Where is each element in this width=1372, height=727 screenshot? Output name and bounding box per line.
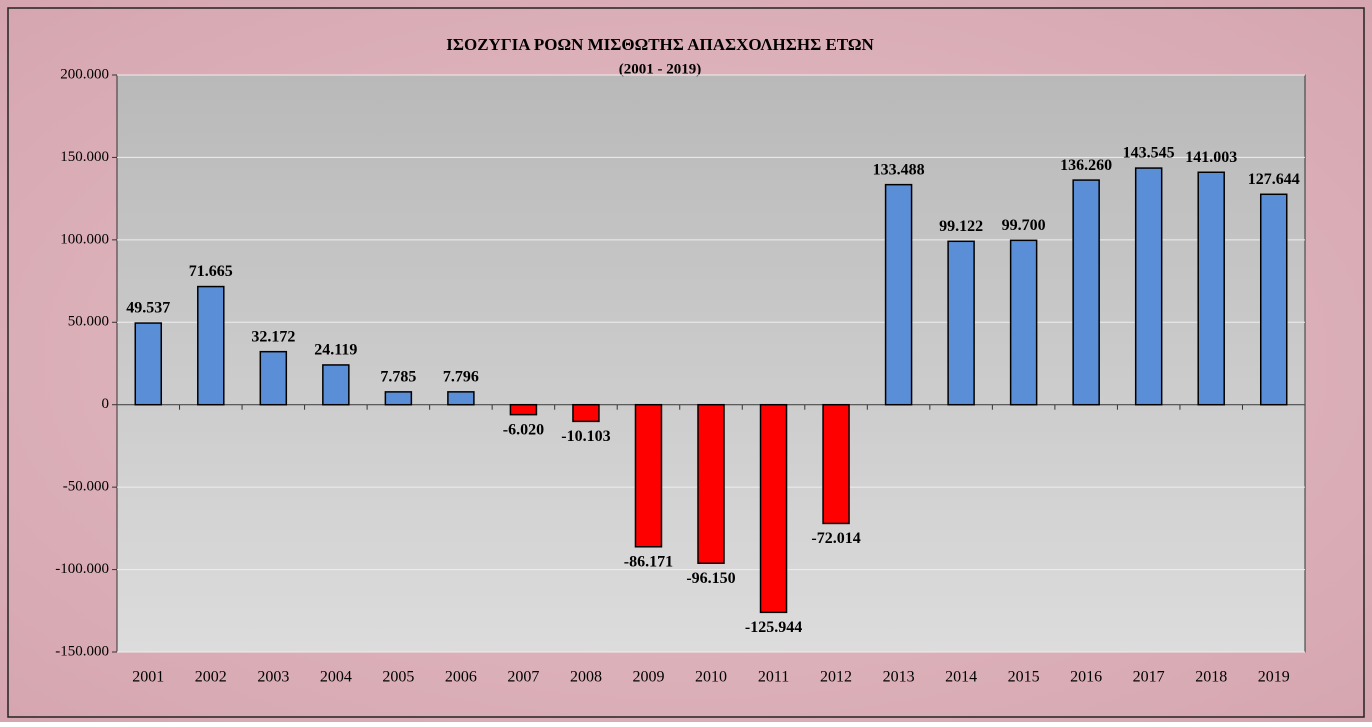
bar (322, 364, 350, 406)
bar (1134, 167, 1163, 406)
x-tick-label: 2017 (1133, 669, 1165, 686)
x-tick-label: 2003 (257, 669, 289, 686)
data-label: 99.700 (1002, 217, 1046, 234)
data-label: -6.020 (503, 421, 544, 438)
frame (7, 7, 1365, 718)
bar (134, 322, 163, 406)
bar (384, 391, 413, 406)
x-tick-label: 2013 (883, 669, 915, 686)
bar (259, 350, 288, 406)
data-label: -72.014 (811, 530, 860, 547)
x-tick-label: 2008 (570, 669, 602, 686)
bar (1197, 171, 1225, 406)
y-tick-label: -50.000 (63, 479, 109, 495)
bar (572, 403, 600, 423)
y-tick-label: -150.000 (55, 643, 109, 659)
data-label: -96.150 (686, 570, 735, 587)
x-tick-label: 2006 (445, 669, 477, 686)
bar (884, 183, 913, 406)
x-tick-label: 2011 (758, 669, 789, 686)
bar (447, 391, 475, 406)
x-tick-label: 2019 (1258, 669, 1290, 686)
chart-subtitle: (2001 - 2019) (619, 61, 702, 77)
data-label: 71.665 (189, 263, 233, 280)
y-tick-label: -100.000 (55, 561, 109, 577)
y-tick-label: 100.000 (60, 231, 109, 247)
y-tick-label: 50.000 (68, 314, 109, 330)
data-label: 141.003 (1185, 149, 1237, 166)
data-label: 32.172 (251, 328, 295, 345)
bar (509, 403, 538, 416)
data-label: 7.785 (380, 369, 416, 386)
chart-title: ΙΣΟΖΥΓΙΑ ΡΟΩΝ ΜΙΣΘΩΤΗΣ ΑΠΑΣΧΟΛΗΣΗΣ ΕΤΩΝ (446, 35, 874, 54)
data-label: -125.944 (745, 619, 802, 636)
y-tick-label: 150.000 (60, 149, 109, 165)
x-tick-label: 2004 (320, 669, 352, 686)
x-tick-label: 2016 (1070, 669, 1102, 686)
x-tick-label: 2012 (820, 669, 852, 686)
bar (197, 285, 225, 406)
x-tick-label: 2005 (382, 669, 414, 686)
bar (634, 403, 663, 548)
data-label: 133.488 (873, 161, 925, 178)
bar (947, 240, 975, 406)
x-tick-label: 2015 (1008, 669, 1040, 686)
data-label: -10.103 (561, 428, 610, 445)
data-label: 127.644 (1248, 171, 1300, 188)
data-label: 143.545 (1123, 145, 1175, 162)
x-tick-label: 2009 (632, 669, 664, 686)
data-label: 49.537 (126, 300, 170, 317)
bar (822, 403, 850, 525)
data-label: 99.122 (939, 218, 983, 235)
x-tick-label: 2014 (945, 669, 977, 686)
data-label: 24.119 (314, 342, 357, 359)
bar (1259, 193, 1288, 406)
data-label: 7.796 (443, 369, 479, 386)
bar (1072, 179, 1100, 406)
bar (697, 403, 725, 564)
data-label: -86.171 (624, 553, 673, 570)
y-tick-label: 0 (102, 396, 110, 412)
x-tick-label: 2007 (507, 669, 539, 686)
bar (1009, 239, 1038, 406)
data-label: 136.260 (1060, 157, 1112, 174)
bar (759, 403, 788, 614)
x-tick-label: 2001 (132, 669, 164, 686)
x-tick-label: 2018 (1195, 669, 1227, 686)
x-tick-label: 2002 (195, 669, 227, 686)
x-tick-label: 2010 (695, 669, 727, 686)
y-tick-label: 200.000 (60, 66, 109, 82)
